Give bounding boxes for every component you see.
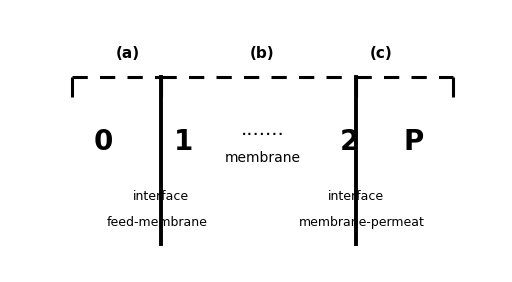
Text: P: P	[403, 128, 423, 157]
Text: interface: interface	[133, 190, 189, 203]
Text: .......: .......	[241, 120, 284, 139]
Text: feed-membrane: feed-membrane	[107, 216, 208, 229]
Text: (b): (b)	[250, 46, 275, 61]
Text: 1: 1	[174, 128, 193, 157]
Text: interface: interface	[328, 190, 383, 203]
Text: (c): (c)	[370, 46, 393, 61]
Text: membrane: membrane	[224, 151, 301, 165]
Text: membrane-permeat: membrane-permeat	[298, 216, 424, 229]
Text: 2: 2	[340, 128, 359, 157]
Text: (a): (a)	[115, 46, 140, 61]
Text: 0: 0	[94, 128, 113, 157]
